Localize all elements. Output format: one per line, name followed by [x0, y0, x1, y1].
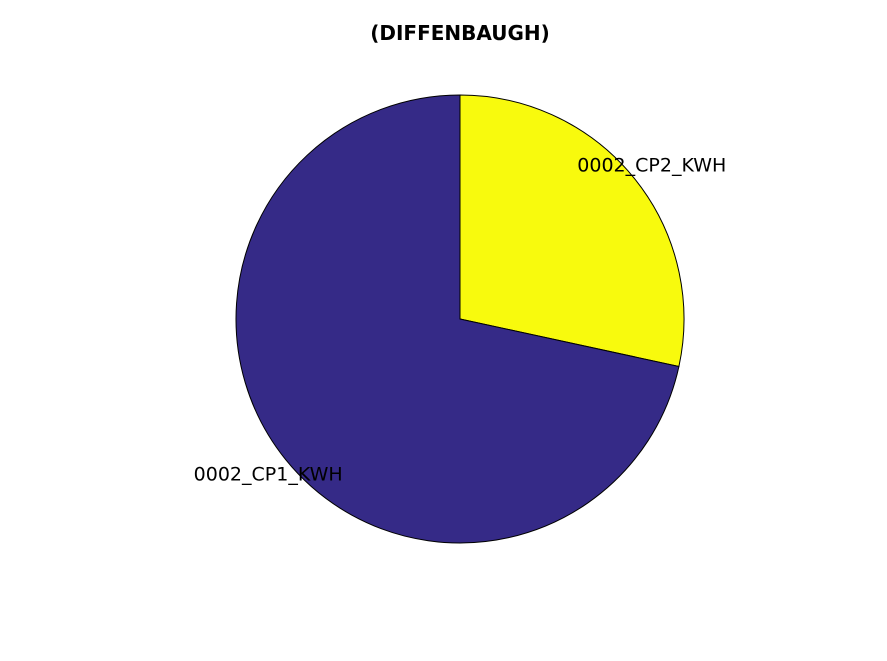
pie-slices — [235, 94, 685, 544]
chart-title: (DIFFENBAUGH) — [370, 21, 550, 45]
pie-slice-label-0: 0002_CP2_KWH — [577, 154, 726, 176]
pie-slice-1 — [235, 94, 680, 544]
pie-slice-0 — [459, 94, 685, 368]
pie-slice-labels: 0002_CP2_KWH 0002_CP1_KWH — [194, 154, 727, 485]
pie-slice-label-1: 0002_CP1_KWH — [194, 464, 343, 486]
